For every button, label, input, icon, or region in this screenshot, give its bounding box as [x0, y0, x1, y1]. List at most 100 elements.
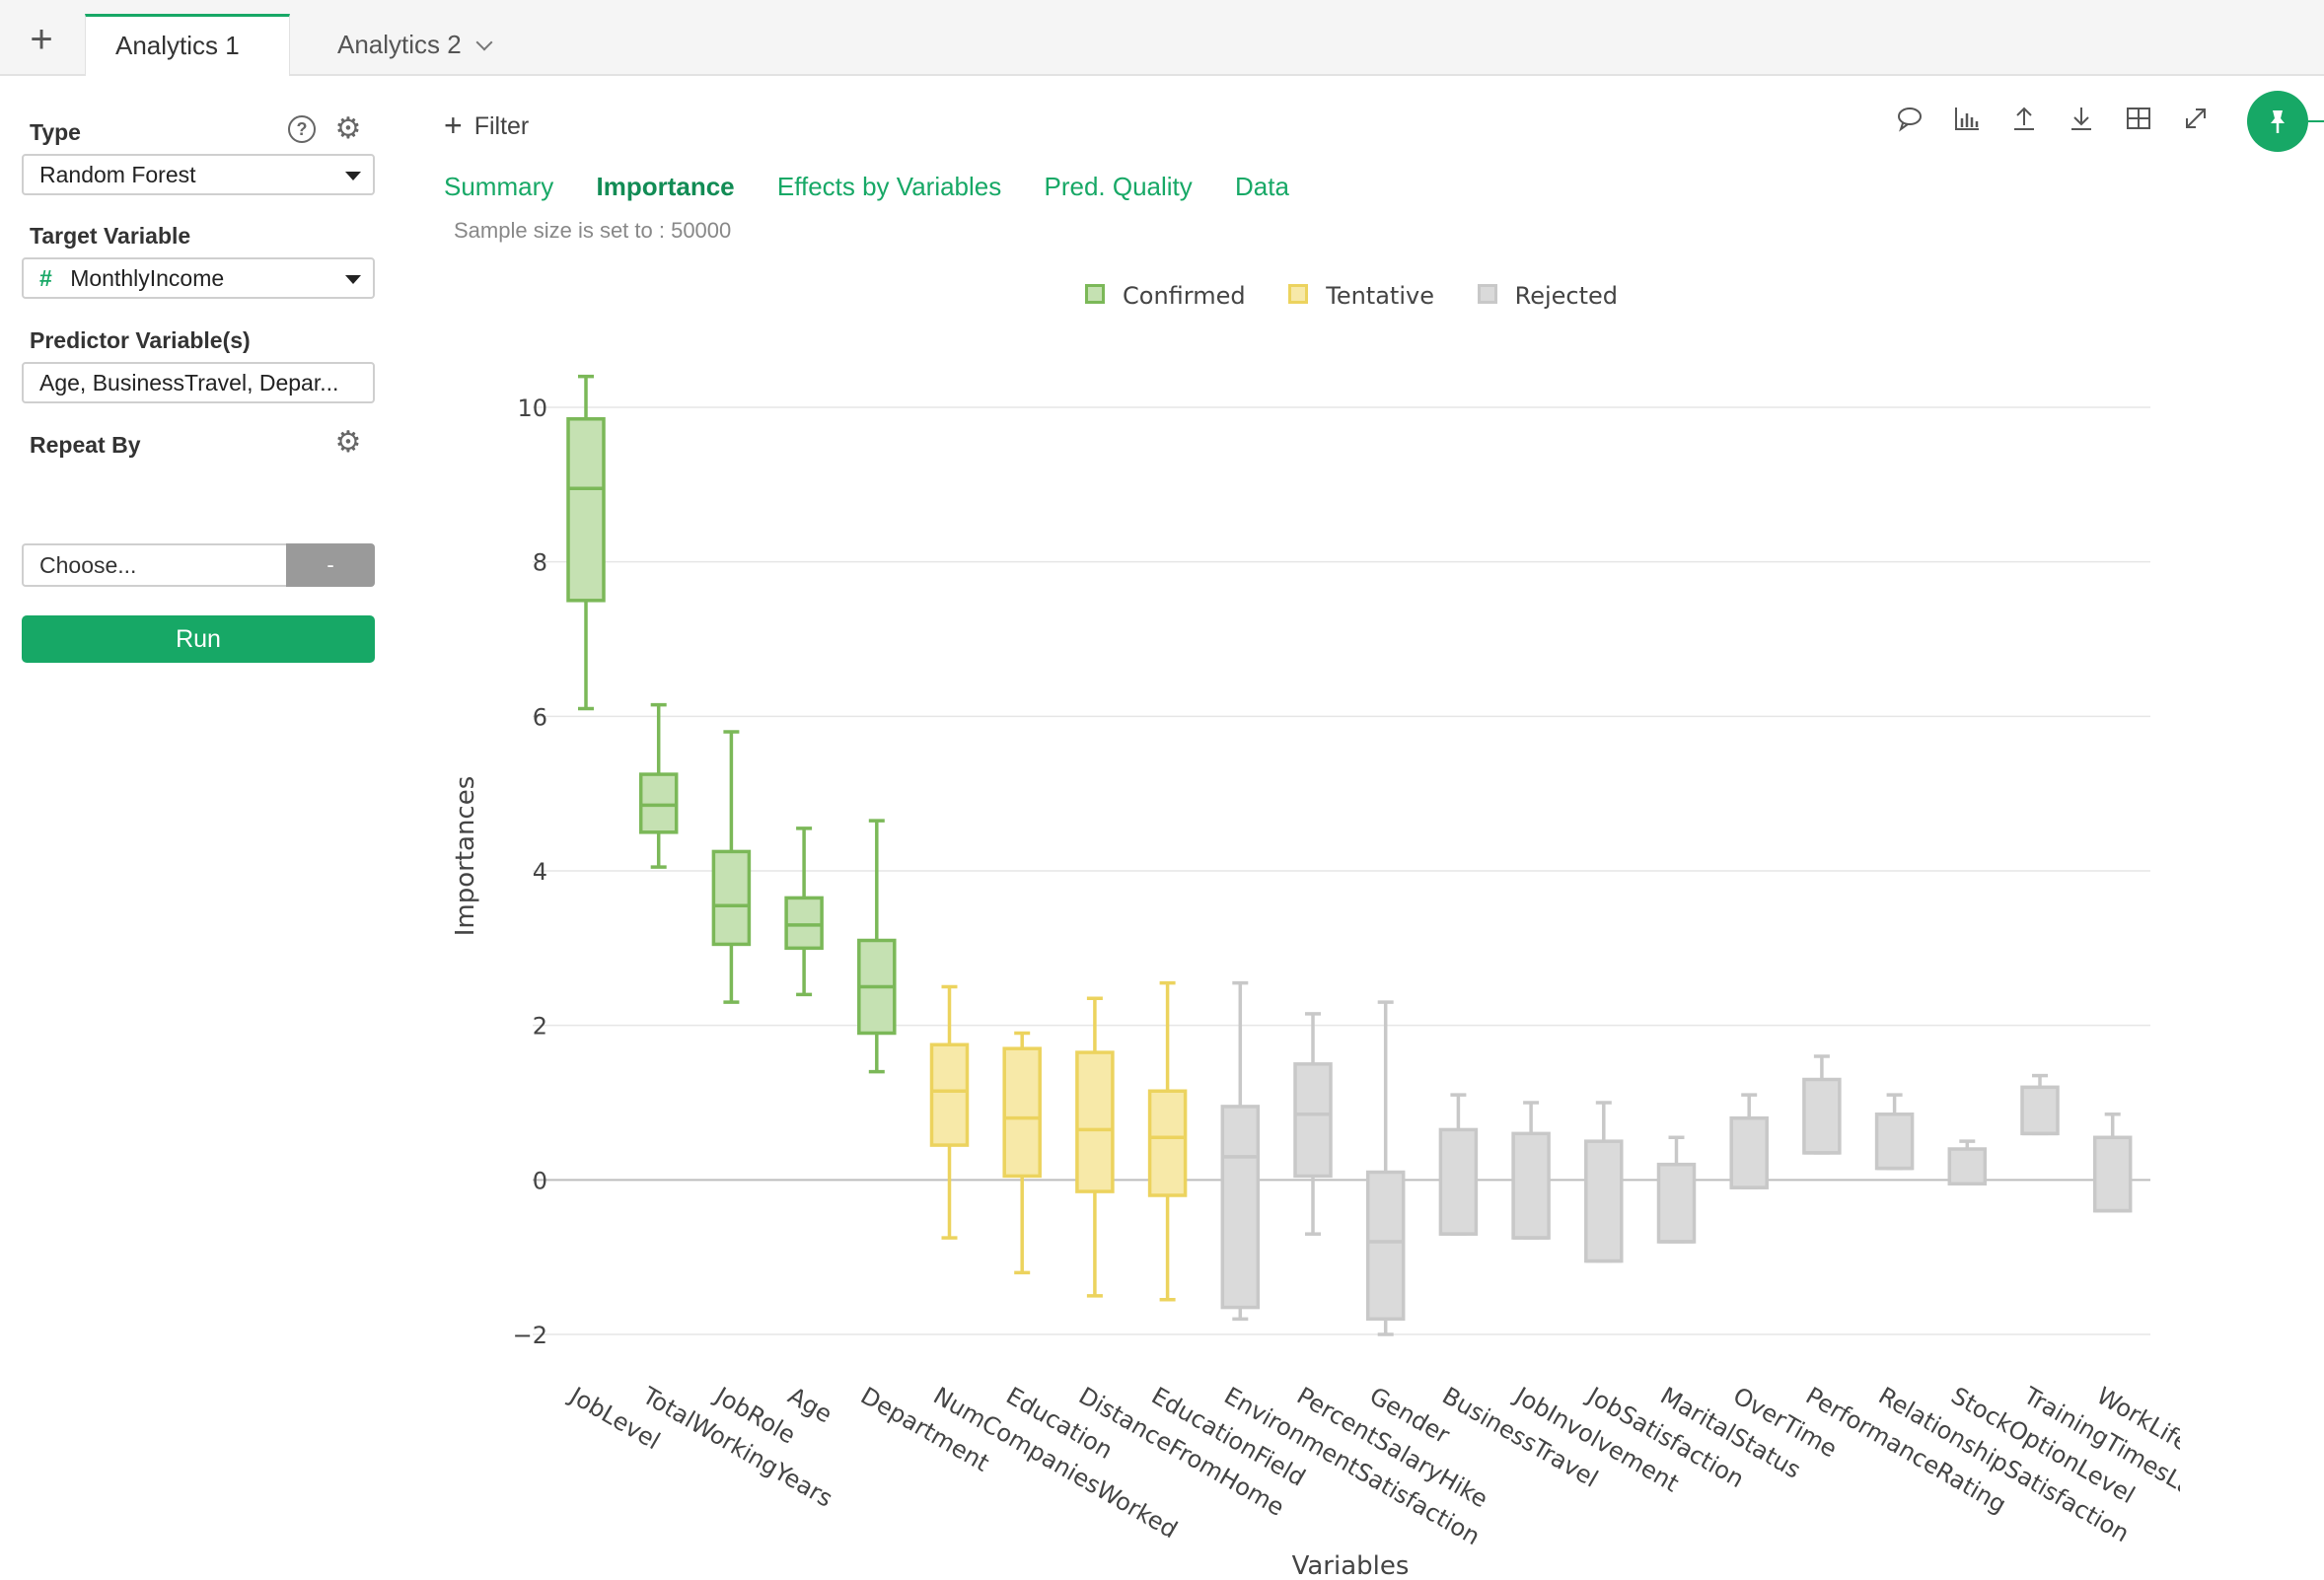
box-body — [1656, 1162, 1697, 1244]
box-body — [1147, 1089, 1188, 1197]
box-body — [1002, 1046, 1042, 1179]
result-subtabs: Summary Importance Effects by Variables … — [444, 172, 1325, 202]
box-EnvironmentSatisfaction[interactable] — [1220, 980, 1261, 1322]
caret-down-icon — [345, 172, 361, 180]
run-button[interactable]: Run — [22, 615, 375, 663]
tab-analytics-1[interactable]: Analytics 1 — [85, 14, 290, 109]
box-NumCompaniesWorked[interactable] — [929, 984, 970, 1240]
box-body — [1220, 1105, 1261, 1310]
box-Age[interactable] — [784, 826, 824, 997]
add-tab-button[interactable]: + — [30, 18, 53, 61]
legend-swatch-rejected — [1477, 284, 1497, 304]
box-JobRole[interactable] — [711, 730, 752, 1004]
predictor-variables-label: Predictor Variable(s) — [30, 327, 251, 353]
box-BusinessTravel[interactable] — [1438, 1093, 1479, 1236]
numeric-type-icon: # — [39, 265, 52, 291]
download-icon[interactable] — [2064, 104, 2099, 139]
chart-type-icon[interactable] — [1949, 104, 1985, 139]
tab-label: Analytics 2 — [337, 30, 462, 59]
box-StockOptionLevel[interactable] — [1947, 1139, 1988, 1185]
legend-item-tentative[interactable]: Tentative — [1288, 282, 1434, 310]
y-tick-label: 8 — [533, 549, 547, 577]
type-label: Type — [30, 119, 81, 145]
box-Gender[interactable] — [1365, 1000, 1406, 1336]
pin-icon[interactable] — [2247, 91, 2308, 152]
box-body — [1584, 1139, 1624, 1263]
predictor-variables-value: Age, BusinessTravel, Depar... — [39, 370, 339, 395]
box-body — [1947, 1147, 1988, 1185]
box-Department[interactable] — [857, 819, 897, 1074]
caret-down-icon — [345, 275, 361, 284]
box-body — [1511, 1131, 1551, 1240]
filter-label: Filter — [473, 112, 530, 140]
legend-swatch-confirmed — [1085, 284, 1105, 304]
repeat-by-clear-button[interactable]: - — [286, 543, 375, 587]
plus-icon: + — [444, 108, 463, 143]
y-tick-label: 4 — [533, 858, 547, 886]
type-select[interactable]: Random Forest — [22, 154, 375, 195]
help-icon[interactable]: ? — [288, 115, 316, 143]
target-variable-select[interactable]: # MonthlyIncome — [22, 257, 375, 299]
filter-button[interactable]: + Filter — [444, 106, 530, 143]
box-JobLevel[interactable] — [566, 374, 606, 711]
legend-item-confirmed[interactable]: Confirmed — [1085, 282, 1246, 310]
legend-label: Confirmed — [1123, 282, 1246, 310]
comment-icon[interactable] — [1892, 104, 1927, 139]
chart-boxes — [566, 374, 2133, 1336]
box-JobInvolvement[interactable] — [1511, 1101, 1551, 1240]
box-body — [2092, 1135, 2133, 1213]
x-axis-label: Variables — [1292, 1551, 1410, 1580]
box-DistanceFromHome[interactable] — [1075, 996, 1115, 1298]
box-PercentSalaryHike[interactable] — [1293, 1012, 1333, 1236]
predictor-variables-input[interactable]: Age, BusinessTravel, Depar... — [22, 362, 375, 403]
box-body — [1802, 1077, 1842, 1155]
box-TrainingTimesLastYear[interactable] — [2020, 1073, 2060, 1136]
target-variable-label: Target Variable — [30, 223, 191, 249]
box-body — [638, 772, 679, 834]
box-body — [1438, 1127, 1479, 1236]
legend-label: Tentative — [1326, 282, 1434, 310]
box-Education[interactable] — [1002, 1031, 1042, 1275]
box-body — [784, 896, 824, 951]
gear-icon[interactable]: ⚙ — [334, 426, 362, 459]
box-body — [1293, 1062, 1333, 1179]
chart-legend: Confirmed Tentative Rejected — [1085, 282, 1653, 310]
gear-icon[interactable]: ⚙ — [334, 112, 362, 145]
repeat-by-label: Repeat By — [30, 432, 141, 458]
box-WorkLifeBalance[interactable] — [2092, 1113, 2133, 1213]
chart-grid — [533, 406, 2150, 1335]
subtab-summary[interactable]: Summary — [444, 172, 554, 201]
subtab-data[interactable]: Data — [1235, 172, 1289, 201]
subtab-effects-by-variables[interactable]: Effects by Variables — [776, 172, 1002, 201]
box-JobSatisfaction[interactable] — [1584, 1101, 1624, 1263]
box-body — [1874, 1113, 1915, 1171]
box-RelationshipSatisfaction[interactable] — [1874, 1093, 1915, 1171]
chevron-down-icon[interactable] — [475, 34, 493, 51]
box-EducationField[interactable] — [1147, 980, 1188, 1302]
box-OverTime[interactable] — [1729, 1093, 1769, 1189]
box-TotalWorkingYears[interactable] — [638, 702, 679, 869]
y-tick-label: −2 — [513, 1322, 547, 1349]
box-PerformanceRating[interactable] — [1802, 1054, 1842, 1155]
box-body — [566, 417, 606, 603]
y-tick-label: 6 — [533, 703, 547, 731]
expand-icon[interactable] — [2178, 104, 2214, 139]
tab-bar: + Analytics 1 Analytics 2 — [0, 0, 2324, 109]
layout-grid-icon[interactable] — [2121, 104, 2156, 139]
upload-icon[interactable] — [2006, 104, 2042, 139]
repeat-by-select[interactable]: Choose... — [22, 543, 288, 587]
y-tick-label: 0 — [533, 1167, 547, 1194]
box-body — [2020, 1085, 2060, 1136]
box-body — [929, 1042, 970, 1147]
legend-swatch-tentative — [1288, 284, 1309, 304]
legend-label: Rejected — [1514, 282, 1619, 310]
importance-box-plot: −2 0 2 4 6 8 10 JobLevelTotalWorkingYearsJobRo… — [451, 374, 2180, 1580]
pin-connector — [2308, 120, 2324, 122]
legend-item-rejected[interactable]: Rejected — [1477, 282, 1619, 310]
y-tick-label: 10 — [517, 395, 547, 422]
box-MaritalStatus[interactable] — [1656, 1135, 1697, 1244]
subtab-importance[interactable]: Importance — [596, 172, 735, 201]
subtab-pred-quality[interactable]: Pred. Quality — [1044, 172, 1193, 201]
tab-analytics-2[interactable]: Analytics 2 — [308, 14, 525, 76]
